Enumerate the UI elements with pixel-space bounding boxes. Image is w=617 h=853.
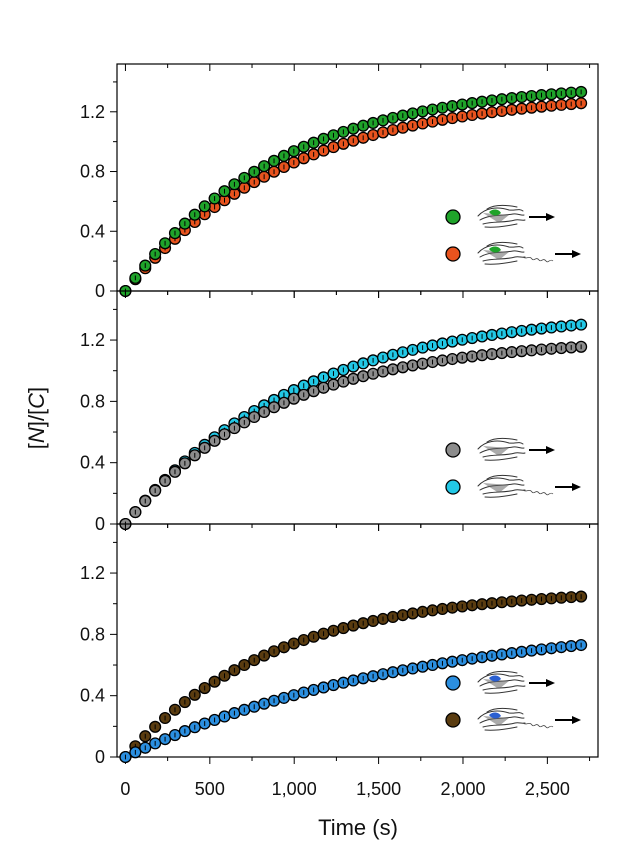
protein-strand-icon: [477, 204, 526, 228]
y-title-part: ]/[: [24, 409, 49, 427]
y-title-part: ]: [24, 387, 49, 393]
y-tick-label: 0: [95, 514, 105, 534]
protein-strand-icon: [477, 437, 526, 461]
legend-marker: [445, 479, 461, 495]
y-tick-label: 0.8: [80, 624, 105, 644]
series-green: [119, 85, 588, 298]
protein-fill-icon: [483, 679, 509, 689]
x-tick-label: 2,500: [525, 779, 570, 799]
x-axis-title: Time (s): [318, 815, 398, 840]
y-tick-label: 0.8: [80, 162, 105, 182]
plot-frame: [116, 290, 599, 525]
x-tick-label: 1,500: [356, 779, 401, 799]
protein-short-icon: [477, 204, 555, 228]
disordered-tail-icon: [522, 722, 554, 729]
arrow-head-icon: [572, 716, 581, 724]
arrow-head-icon: [546, 213, 555, 221]
y-title-part: C: [24, 393, 49, 409]
legend-marker: [445, 246, 461, 262]
protein-strand-icon: [477, 707, 526, 731]
legend-marker: [445, 675, 461, 691]
protein-tail-icon: [477, 707, 581, 731]
protein-strand-icon: [477, 241, 526, 265]
arrow-head-icon: [546, 446, 555, 454]
protein-short-icon: [477, 437, 555, 461]
panel-top: 0 0.4 0.8 1.2: [80, 63, 599, 301]
panel-bottom: 0 0.4 0.8 1.2 0 500 1,000 1,500 2,000 2,500: [80, 523, 599, 799]
disordered-tail-icon: [522, 489, 554, 496]
protein-tail-icon: [477, 241, 581, 265]
protein-short-icon: [477, 670, 555, 694]
panel-middle: 0 0.4 0.8 1.2: [80, 290, 599, 534]
protein-highlight-icon: [489, 246, 501, 253]
legend: [445, 437, 581, 498]
y-title-part: N: [24, 427, 49, 443]
x-tick-label: 0: [120, 779, 130, 799]
y-title-part: [: [24, 443, 49, 449]
protein-strand-icon: [477, 670, 526, 694]
y-tick-label: 1.2: [80, 102, 105, 122]
legend-marker: [445, 442, 461, 458]
y-tick-label: 0.4: [80, 221, 105, 241]
legend: [445, 670, 581, 731]
x-tick-label: 1,000: [272, 779, 317, 799]
protein-tail-icon: [477, 474, 581, 498]
legend: [445, 204, 581, 265]
legend-marker: [445, 712, 461, 728]
y-tick-label: 0.4: [80, 686, 105, 706]
protein-fill-icon: [483, 446, 509, 456]
protein-fill-icon: [483, 213, 509, 223]
x-tick-label: 2,000: [440, 779, 485, 799]
legend-marker: [445, 209, 461, 225]
y-tick-label: 1.2: [80, 563, 105, 583]
y-tick-label: 1.2: [80, 330, 105, 350]
series-grey: [119, 340, 588, 531]
y-tick-label: 0: [95, 747, 105, 767]
disordered-tail-icon: [522, 256, 554, 263]
y-axis-title: [N]/[C]: [24, 387, 49, 449]
protein-strand-icon: [477, 474, 526, 498]
y-tick-label: 0.4: [80, 453, 105, 473]
arrow-head-icon: [572, 250, 581, 258]
protein-fill-icon: [483, 483, 509, 493]
plot-frame: [116, 523, 599, 758]
x-tick-label: 500: [195, 779, 225, 799]
series-brown: [119, 590, 588, 764]
protein-highlight-icon: [489, 209, 501, 216]
protein-fill-icon: [483, 250, 509, 260]
y-tick-label: 0.8: [80, 391, 105, 411]
protein-highlight-icon: [489, 712, 501, 719]
y-tick-label: 0: [95, 281, 105, 301]
series-blue: [119, 638, 588, 764]
arrow-head-icon: [546, 679, 555, 687]
protein-highlight-icon: [489, 675, 501, 682]
arrow-head-icon: [572, 483, 581, 491]
protein-fill-icon: [483, 716, 509, 726]
